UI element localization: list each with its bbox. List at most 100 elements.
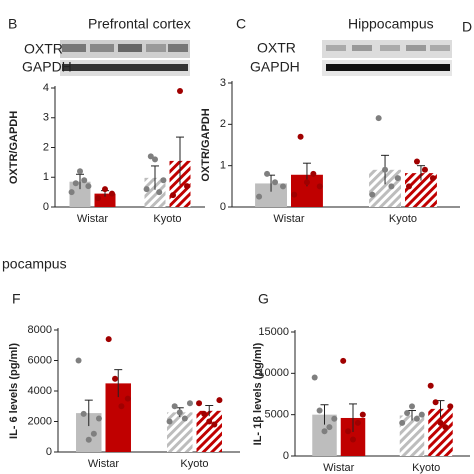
data-point <box>409 403 415 410</box>
data-point <box>321 428 328 435</box>
data-point <box>211 421 218 428</box>
panel-label: D <box>462 19 472 35</box>
data-point <box>72 180 79 187</box>
data-point <box>311 374 318 381</box>
y-tick-label: 15000 <box>258 326 289 338</box>
data-point <box>109 190 115 197</box>
data-point <box>176 409 183 416</box>
x-tick-label: Wistar <box>77 213 109 225</box>
data-point <box>124 395 131 402</box>
panel-label: F <box>12 291 21 307</box>
data-point <box>375 115 382 122</box>
data-point <box>95 195 101 202</box>
data-point <box>382 166 389 173</box>
y-tick-label: 5000 <box>265 409 289 421</box>
data-point <box>297 133 304 140</box>
data-point <box>413 158 420 165</box>
data-point <box>310 170 317 177</box>
data-point <box>186 400 193 407</box>
data-point <box>437 419 444 426</box>
y-tick-label: 4000 <box>28 385 52 397</box>
data-point <box>399 419 406 426</box>
data-point <box>316 183 323 190</box>
panel-label: G <box>258 291 269 307</box>
x-tick-label: Wistar <box>88 458 120 470</box>
data-point <box>184 183 190 190</box>
bar <box>196 410 222 452</box>
bar <box>69 181 91 207</box>
y-tick-label: 6000 <box>28 354 52 366</box>
y-tick-label: 0 <box>46 446 52 458</box>
data-point <box>118 403 125 410</box>
data-point <box>147 153 154 160</box>
data-point <box>85 183 92 190</box>
data-point <box>404 410 411 417</box>
data-point <box>156 189 163 196</box>
data-point <box>326 424 333 431</box>
y-tick-label: 2 <box>220 118 226 130</box>
data-point <box>432 399 439 406</box>
y-tick-label: 3 <box>220 77 226 89</box>
blot-label: GAPDH <box>250 59 300 75</box>
blot-c <box>322 40 452 76</box>
data-point <box>105 336 112 343</box>
data-point <box>421 166 428 173</box>
y-tick-label: 0 <box>43 201 49 213</box>
data-point <box>177 87 183 94</box>
panel-label: B <box>8 16 17 32</box>
data-point <box>369 191 376 198</box>
data-point <box>303 179 310 186</box>
data-point <box>95 415 102 422</box>
data-point <box>331 415 338 422</box>
data-point <box>447 403 454 410</box>
x-tick-label: Wistar <box>273 213 305 225</box>
data-point <box>388 183 395 190</box>
y-tick-label: 8000 <box>28 324 52 336</box>
data-point <box>181 415 188 422</box>
blot-label: OXTR <box>257 40 296 56</box>
bar <box>255 183 287 207</box>
y-tick-label: 3 <box>43 112 49 124</box>
data-point <box>201 410 208 417</box>
bar <box>167 412 193 452</box>
y-tick-label: 2000 <box>28 415 52 427</box>
data-point <box>112 375 119 382</box>
y-tick-label: 1 <box>43 171 49 183</box>
data-point <box>429 175 436 182</box>
y-axis-label: IL- 6 levels (pg/ml) <box>8 343 20 439</box>
data-point <box>340 357 347 364</box>
data-point <box>75 357 82 364</box>
data-point <box>272 179 279 186</box>
x-tick-label: Kyoto <box>180 458 208 470</box>
data-point <box>442 424 449 431</box>
data-point <box>77 168 83 175</box>
data-point <box>68 189 75 196</box>
data-point <box>160 177 167 184</box>
data-point <box>394 175 401 182</box>
data-point <box>280 183 287 190</box>
data-point <box>350 436 356 443</box>
y-tick-label: 4 <box>43 82 49 94</box>
data-point <box>85 436 92 443</box>
data-point <box>216 397 223 404</box>
data-point <box>418 411 425 418</box>
data-point <box>354 419 361 426</box>
data-point <box>170 192 176 199</box>
data-point <box>171 403 178 410</box>
section-title: pocampus <box>2 256 67 272</box>
panel-title: Hippocampus <box>348 16 434 32</box>
data-point <box>264 170 271 177</box>
blot-b <box>60 40 190 76</box>
data-point <box>102 186 108 193</box>
data-point <box>206 418 213 425</box>
panel-title: Prefrontal cortex <box>88 16 191 32</box>
bar <box>144 177 166 207</box>
y-tick-label: 2 <box>43 141 49 153</box>
y-axis-label: OXTR/GAPDH <box>8 111 20 184</box>
y-tick-label: 10000 <box>258 367 289 379</box>
y-tick-label: 0 <box>283 450 289 462</box>
data-point <box>413 415 420 422</box>
data-point <box>80 410 87 417</box>
x-tick-label: Kyoto <box>412 462 440 474</box>
